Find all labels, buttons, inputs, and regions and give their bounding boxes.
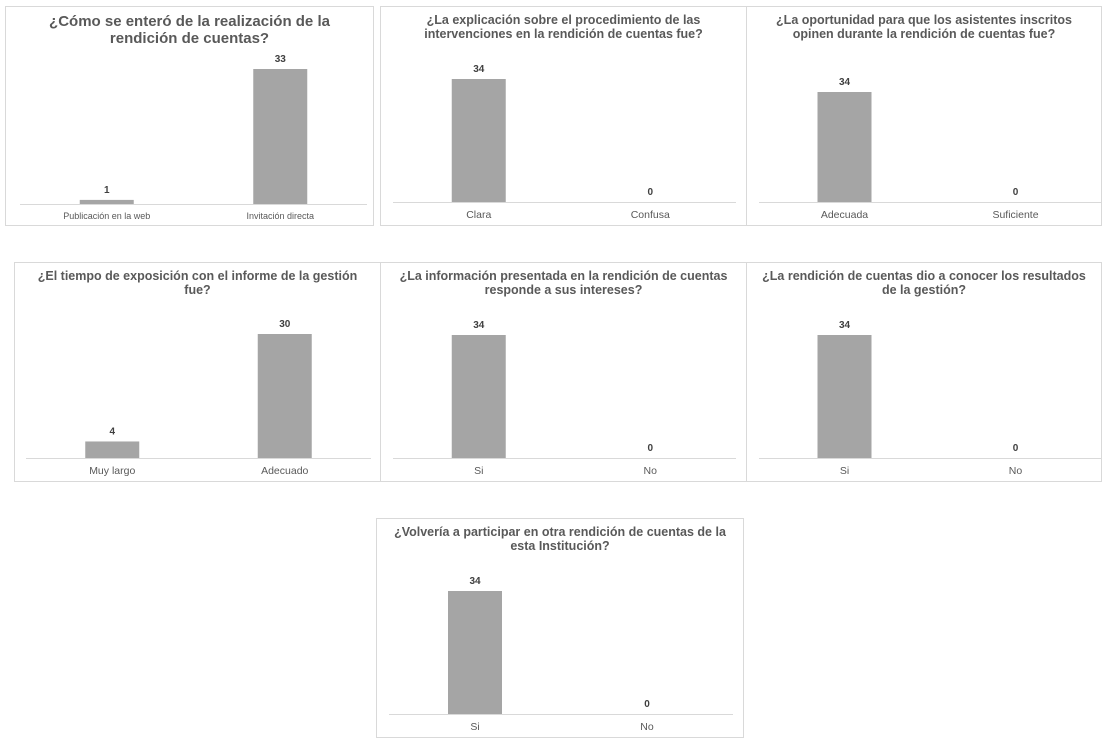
category-label: Adecuado (261, 465, 308, 477)
category-label: Adecuada (821, 209, 868, 221)
data-label: 34 (473, 320, 485, 331)
chart-panel-3: ¿La oportunidad para que los asistentes … (746, 6, 1102, 226)
bar-chart: 4 Muy largo 30 Adecuado (26, 319, 371, 477)
bar (451, 335, 506, 458)
chart-title: ¿La rendición de cuentas dio a conocer l… (762, 269, 1086, 297)
chart-title: ¿La información presentada en la rendici… (399, 269, 728, 297)
data-label: 33 (275, 54, 287, 65)
bar (817, 335, 872, 458)
bar (451, 79, 506, 202)
chart-title: ¿La oportunidad para que los asistentes … (776, 13, 1072, 41)
category-label: Si (840, 465, 849, 477)
chart-title: ¿Cómo se enteró de la realización de la … (49, 13, 330, 47)
data-label: 30 (279, 319, 291, 330)
data-label: 4 (109, 426, 115, 437)
category-label: Invitación directa (246, 211, 314, 221)
data-label: 34 (469, 576, 481, 587)
bar-chart: 34 Clara 0 Confusa (393, 64, 736, 221)
category-label: Publicación en la web (63, 211, 150, 221)
bar (817, 92, 872, 202)
category-label: Suficiente (992, 209, 1038, 221)
category-label: Clara (466, 209, 491, 221)
bar (85, 441, 140, 458)
bar-chart: 1 Publicación en la web 33 Invitación direc… (20, 54, 367, 221)
data-label: 0 (647, 187, 653, 198)
data-label: 1 (104, 185, 110, 196)
chart-panel-7: ¿Volvería a participar en otra rendición… (376, 518, 744, 738)
bar (79, 199, 134, 204)
chart-title: ¿El tiempo de exposición con el informe … (37, 269, 358, 297)
data-label: 0 (1013, 443, 1019, 454)
chart-panel-6: ¿La rendición de cuentas dio a conocer l… (746, 262, 1102, 482)
category-label: Si (474, 465, 483, 477)
category-label: No (1009, 465, 1023, 477)
data-label: 34 (839, 320, 851, 331)
data-label: 0 (644, 699, 650, 710)
bar (448, 591, 502, 714)
category-label: No (640, 721, 654, 733)
bar-chart: 34 Si 0 No (759, 320, 1101, 477)
category-label: No (644, 465, 658, 477)
bar (253, 69, 308, 204)
category-label: Muy largo (89, 465, 135, 477)
data-label: 34 (473, 64, 485, 75)
bar (257, 334, 312, 458)
chart-panel-4: ¿El tiempo de exposición con el informe … (14, 262, 381, 482)
data-label: 34 (839, 77, 851, 88)
chart-panel-1: ¿Cómo se enteró de la realización de la … (5, 6, 374, 226)
chart-panel-5: ¿La información presentada en la rendici… (380, 262, 747, 482)
category-label: Si (470, 721, 479, 733)
chart-title: ¿La explicación sobre el procedimiento d… (424, 13, 703, 41)
chart-title: ¿Volvería a participar en otra rendición… (394, 525, 726, 553)
chart-panel-2: ¿La explicación sobre el procedimiento d… (380, 6, 747, 226)
bar-chart: 34 Si 0 No (393, 320, 736, 477)
data-label: 0 (647, 443, 653, 454)
bar-chart: 34 Si 0 No (389, 576, 733, 733)
bar-chart: 34 Adecuada 0 Suficiente (759, 77, 1101, 221)
data-label: 0 (1013, 187, 1019, 198)
category-label: Confusa (631, 209, 670, 221)
